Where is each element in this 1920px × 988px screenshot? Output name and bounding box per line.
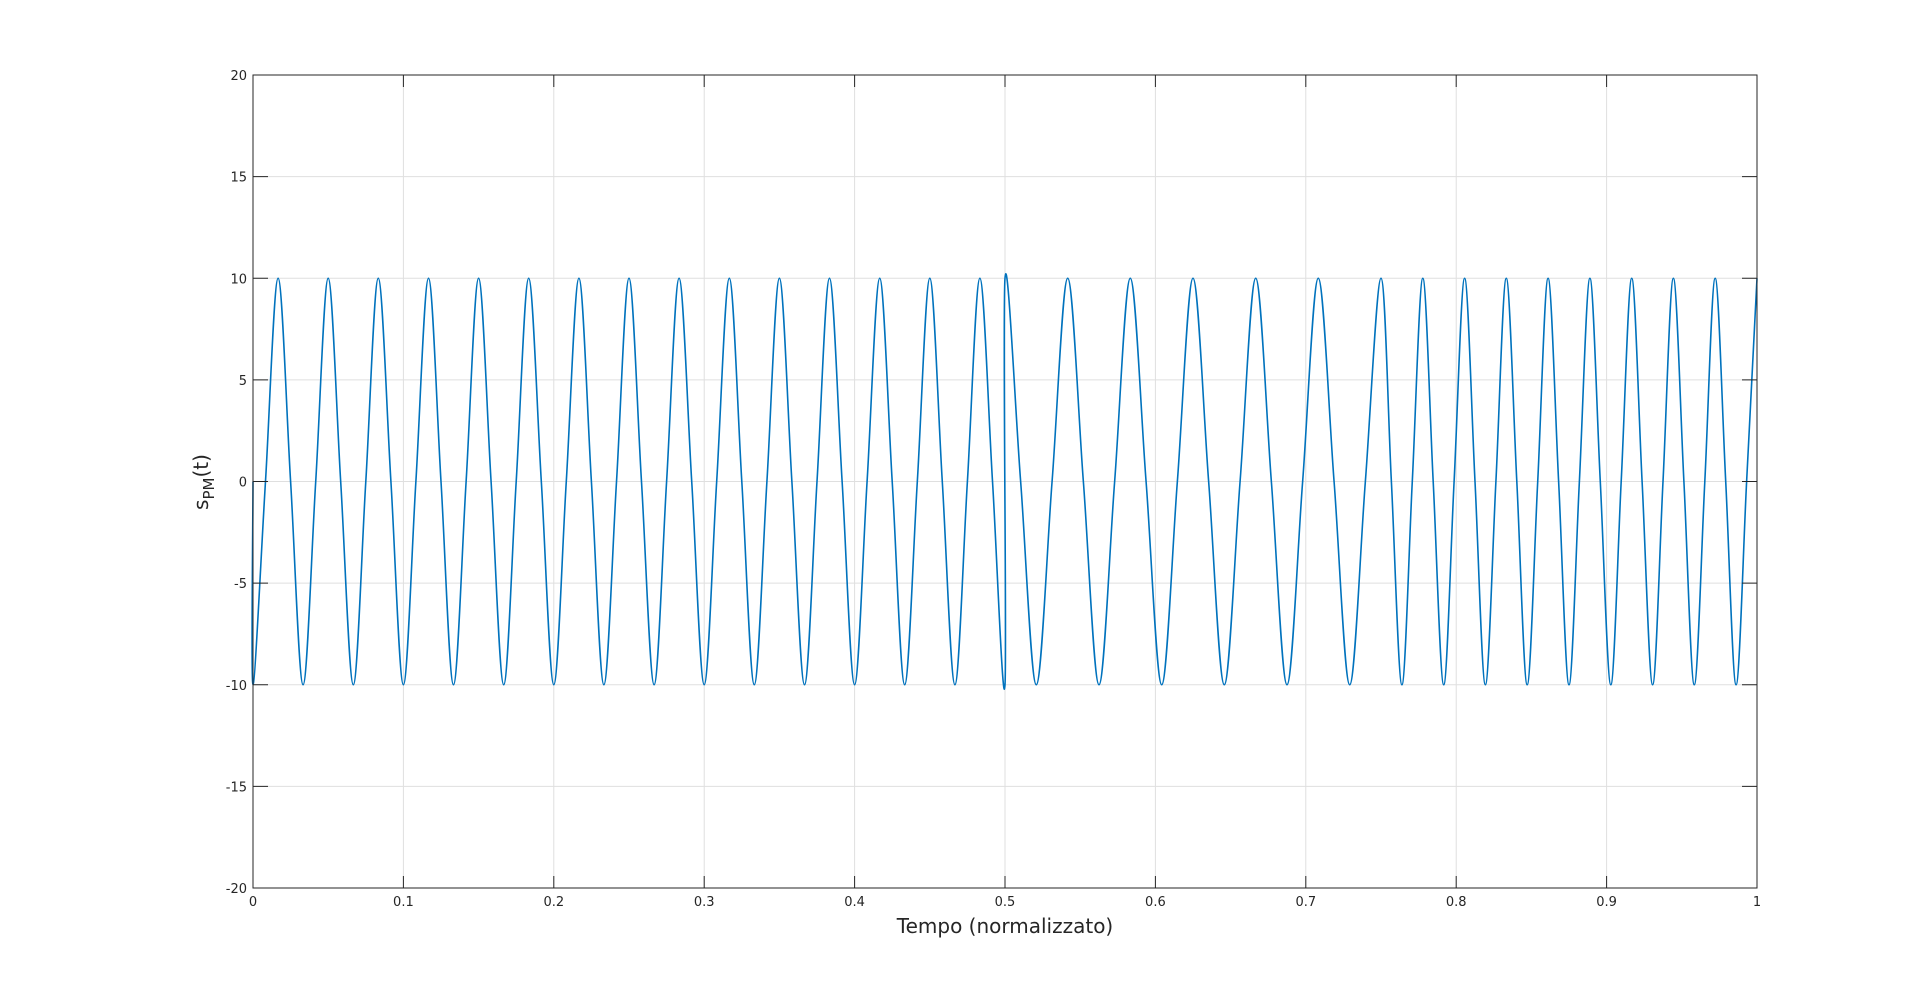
y-tick-label: -15 [226,780,247,795]
x-tick-label: 0.9 [1596,895,1617,910]
x-tick-label: 0.6 [1145,895,1166,910]
x-tick-label: 0.5 [995,895,1016,910]
signal-line [251,273,1758,690]
x-axis-label: Tempo (normalizzato) [896,914,1113,938]
y-tick-label: -20 [226,882,247,897]
y-tick-label: -10 [226,679,247,694]
y-tick-label: 5 [239,374,247,389]
y-label-subscript: PM [200,478,218,500]
y-tick-label: -5 [234,577,247,592]
x-tick-label: 0.4 [844,895,865,910]
x-tick-label: 0.3 [694,895,715,910]
y-tick-label: 10 [230,272,247,287]
y-label-suffix: (t) [189,454,213,477]
plot [251,273,1758,690]
x-tick-label: 0.8 [1446,895,1467,910]
x-tick-label: 0.7 [1295,895,1316,910]
y-label-base: s [189,500,213,510]
x-tick-label: 0 [249,895,257,910]
y-axis-label: sPM(t) [189,454,218,510]
x-tick-label: 1 [1753,895,1761,910]
ticks: 0 0.1 0.2 0.3 0.4 0.5 0.6 0.7 0.8 0.9 1 -20 -15 -10 -5… [226,69,1761,910]
y-tick-label: 15 [230,171,247,186]
y-tick-label: 20 [230,69,247,84]
x-tick-label: 0.1 [393,895,414,910]
x-tick-label: 0.2 [543,895,564,910]
y-tick-label: 0 [239,476,247,491]
